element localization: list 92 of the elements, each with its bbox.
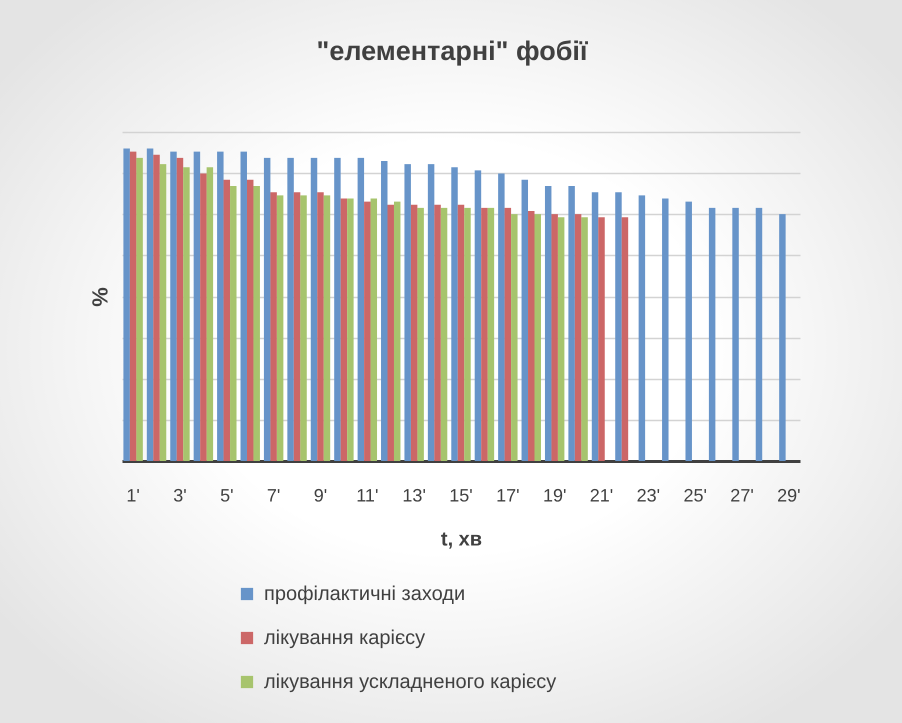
bar: [779, 214, 786, 461]
bar: [160, 164, 166, 461]
bar: [404, 164, 411, 461]
bar: [176, 158, 184, 461]
bar: [511, 214, 518, 461]
bar: [294, 192, 300, 461]
bar: [217, 152, 224, 461]
x-tick-label: 29': [777, 486, 801, 506]
bar: [574, 214, 582, 461]
bar: [364, 202, 371, 461]
bar: [528, 210, 534, 461]
x-tick-label: 9': [314, 486, 328, 506]
x-tick-label: 1': [126, 486, 140, 506]
bar: [410, 204, 418, 461]
bar: [347, 198, 354, 461]
bar: [440, 208, 448, 461]
x-tick-label: 19': [542, 486, 566, 506]
bar: [206, 167, 214, 461]
bar: [240, 152, 247, 461]
bar: [464, 208, 471, 461]
x-tick-label: 23': [636, 486, 660, 506]
bar: [598, 217, 605, 461]
x-axis-title: t, хв: [440, 528, 482, 550]
bar: [451, 167, 458, 461]
bar: [522, 180, 528, 461]
bar: [317, 192, 324, 461]
bar: [685, 202, 692, 461]
legend-label: лікування ускладненого карієсу: [264, 671, 556, 693]
x-tick-label: 11': [356, 486, 378, 506]
bar: [194, 152, 200, 461]
bar: [334, 158, 341, 461]
bar: [310, 158, 318, 461]
bar: [253, 186, 260, 461]
bar: [246, 180, 254, 461]
x-tick-label: 13': [402, 486, 426, 506]
bar: [264, 158, 270, 461]
bar: [270, 192, 277, 461]
bar: [276, 195, 284, 461]
bar: [136, 158, 143, 461]
x-tick-label: 15': [449, 486, 473, 506]
x-tick-label: 3': [173, 486, 187, 506]
bar: [417, 208, 424, 461]
bar: [434, 204, 441, 461]
bar: [370, 198, 378, 461]
bar: [130, 152, 136, 461]
bar: [146, 148, 154, 461]
bar: [488, 208, 494, 461]
y-axis-title: %: [88, 287, 112, 307]
bar: [394, 202, 400, 461]
bar: [756, 208, 762, 461]
bar: [200, 173, 207, 461]
x-tick-label: 27': [730, 486, 754, 506]
bar: [381, 160, 388, 461]
bar: [428, 164, 434, 461]
bar: [544, 186, 552, 461]
chart-title: "елементарні" фобії: [316, 36, 589, 66]
bar: [230, 186, 237, 461]
bar: [153, 154, 160, 461]
bar: [358, 158, 364, 461]
bar: [534, 214, 541, 461]
legend-label: профілактичні заходи: [264, 583, 466, 605]
bar: [324, 195, 330, 461]
bar: [458, 204, 464, 461]
bar: [615, 192, 622, 461]
bar: [568, 186, 575, 461]
legend-label: лікування карієсу: [264, 627, 426, 649]
bar: [622, 217, 628, 461]
bar: [224, 180, 230, 461]
bar: [504, 208, 512, 461]
bar: [732, 208, 739, 461]
bar: [287, 158, 294, 461]
bar: [183, 167, 190, 461]
bar: [708, 208, 716, 461]
x-tick-label: 17': [496, 486, 520, 506]
x-tick-label: 5': [220, 486, 234, 506]
bar: [123, 148, 130, 461]
bar: [170, 152, 177, 461]
bar: [662, 198, 669, 461]
bar: [340, 198, 348, 461]
bar: [638, 195, 646, 461]
x-tick-label: 25': [683, 486, 707, 506]
bar: [481, 208, 488, 461]
bar: [558, 217, 564, 461]
x-tick-label: 7': [266, 486, 280, 506]
bar: [592, 192, 598, 461]
bar: [498, 173, 505, 461]
bar: [581, 217, 588, 461]
x-tick-label: 21': [590, 486, 614, 506]
bar: [388, 204, 394, 461]
bar: [551, 214, 558, 461]
bar: [300, 195, 307, 461]
bar: [474, 170, 482, 461]
